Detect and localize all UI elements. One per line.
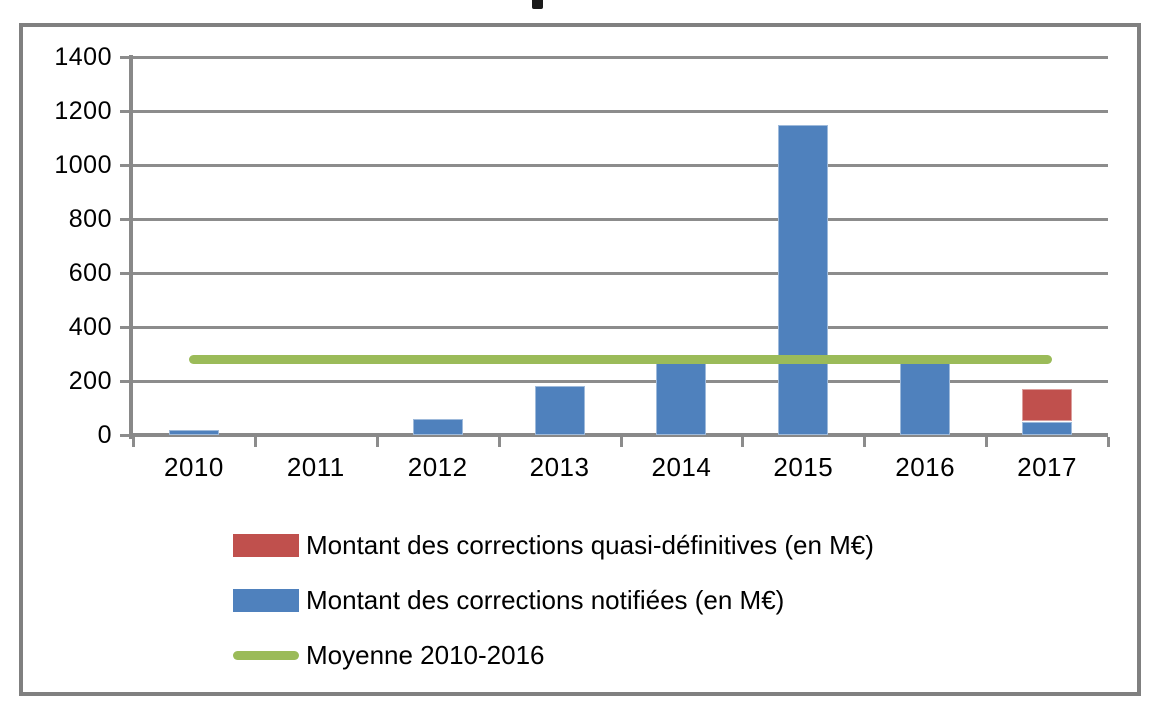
x-axis-label-2015: 2015 — [773, 452, 834, 482]
gridline-1400 — [133, 56, 1108, 59]
y-axis-tick — [120, 164, 133, 167]
y-axis-tick — [120, 218, 133, 221]
y-axis-label: 600 — [68, 259, 112, 287]
legend-item-2: Montant des corrections notifiées (en M€… — [233, 585, 784, 615]
y-axis-tick — [120, 272, 133, 275]
bar-notifiees-2017 — [1022, 421, 1073, 435]
average-line-moyenne — [188, 354, 1053, 364]
y-axis-label: 200 — [68, 367, 112, 395]
legend-color-swatch — [233, 533, 299, 557]
x-axis-label-2013: 2013 — [529, 452, 590, 482]
gridline-600 — [133, 272, 1108, 275]
legend-color-swatch — [233, 588, 299, 612]
x-axis-tick — [497, 437, 501, 447]
legend-item-3: Moyenne 2010-2016 — [233, 640, 545, 670]
x-axis-label-2012: 2012 — [407, 452, 468, 482]
x-axis-tick — [1107, 437, 1110, 447]
chart-border-frame — [19, 23, 1141, 696]
y-axis-line — [129, 55, 133, 439]
legend-label: Montant des corrections notifiées (en M€… — [306, 584, 785, 615]
y-axis-label: 1000 — [54, 151, 112, 179]
gridline-1200 — [133, 110, 1108, 113]
x-axis-label-2017: 2017 — [1017, 452, 1077, 482]
y-axis-label: 0 — [97, 421, 112, 449]
y-axis-tick — [120, 380, 133, 383]
x-axis-tick — [741, 437, 745, 447]
cropped-title-fragment — [532, 0, 543, 9]
bar-notifiees-2012 — [412, 418, 463, 435]
gridline-400 — [133, 326, 1108, 329]
bar-notifiees-2010 — [168, 429, 219, 435]
x-axis-label-2011: 2011 — [286, 452, 345, 482]
legend-item-1: Montant des corrections quasi-définitive… — [233, 530, 874, 560]
gridline-1000 — [133, 164, 1108, 167]
y-axis-tick — [120, 434, 133, 437]
gridline-800 — [133, 218, 1108, 221]
y-axis-label: 800 — [68, 205, 112, 233]
y-axis-tick — [120, 56, 133, 59]
x-axis-tick — [985, 437, 989, 447]
x-axis-label-2014: 2014 — [651, 452, 712, 482]
y-axis-label: 400 — [68, 313, 112, 341]
x-axis-tick — [619, 437, 623, 447]
legend-label: Montant des corrections quasi-définitive… — [306, 529, 874, 560]
gridline-200 — [133, 380, 1108, 383]
y-axis-label: 1400 — [54, 43, 112, 71]
bar-notifiees-2015 — [778, 124, 829, 435]
x-axis-tick — [863, 437, 867, 447]
legend-label: Moyenne 2010-2016 — [306, 639, 545, 670]
x-axis-line — [129, 433, 1108, 437]
x-axis-tick — [132, 437, 135, 447]
x-axis-tick — [253, 437, 257, 447]
legend-line-swatch — [233, 650, 299, 660]
y-axis-tick — [120, 110, 133, 113]
y-axis-tick — [120, 326, 133, 329]
bar-notifiees-2016 — [900, 363, 951, 435]
y-axis-label: 1200 — [54, 97, 112, 125]
x-axis-label-2016: 2016 — [895, 452, 956, 482]
bar-notifiees-2014 — [656, 363, 707, 435]
bar-notifiees-2013 — [534, 386, 585, 435]
x-axis-tick — [375, 437, 379, 447]
x-axis-label-2010: 2010 — [164, 452, 224, 482]
bar-quasi-definitives-2017 — [1022, 389, 1073, 422]
